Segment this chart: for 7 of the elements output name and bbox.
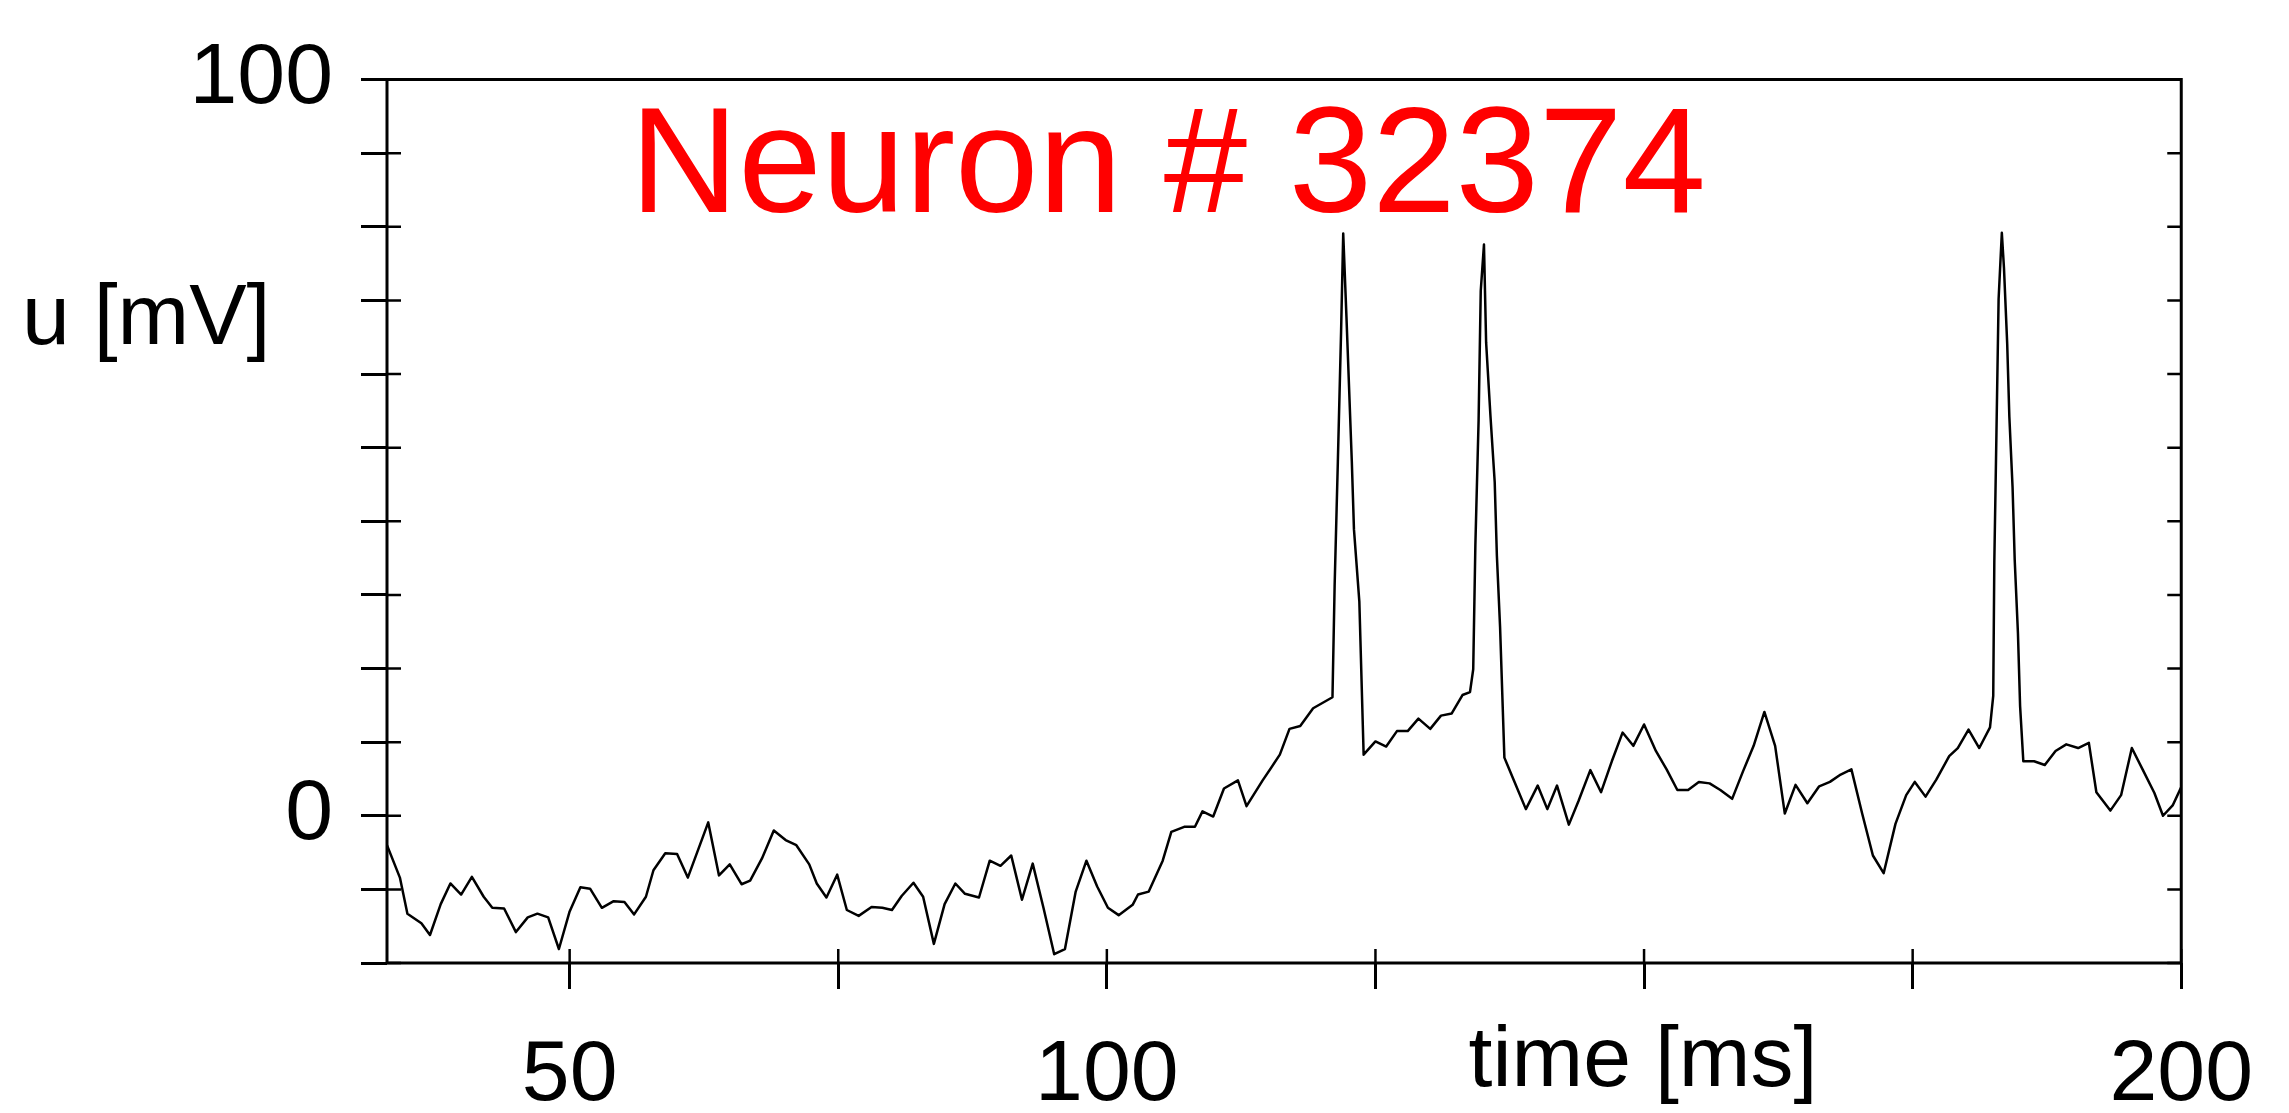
x-tick-label: 200 [2109,1022,2254,1113]
x-tick-label: 100 [1035,1022,1179,1113]
chart-title: Neuron # 32374 [630,76,1706,244]
x-axis-title: time [ms] [1468,1007,1818,1104]
x-tick-label: 50 [521,1022,618,1113]
y-axis-title: u [mV] [22,265,271,362]
y-tick-label: 0 [285,761,333,858]
